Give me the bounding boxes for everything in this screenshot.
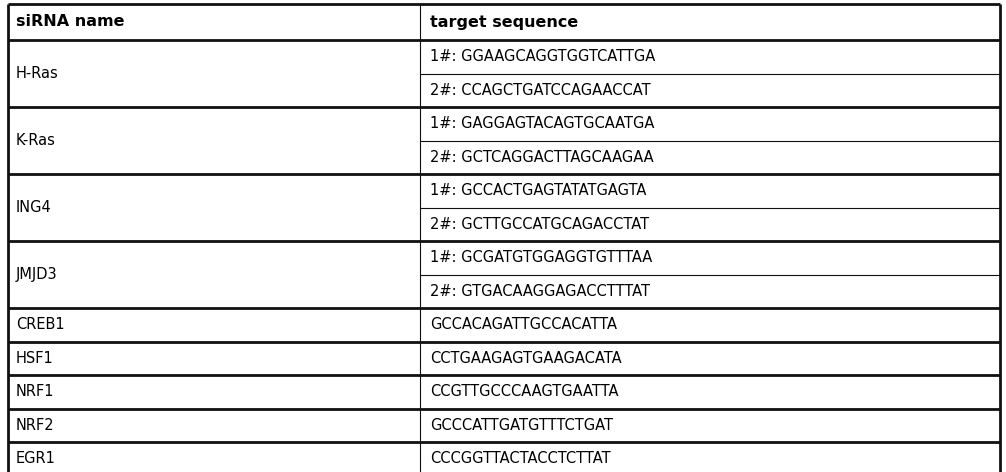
Text: 2#: GCTCAGGACTTAGCAAGAA: 2#: GCTCAGGACTTAGCAAGAA xyxy=(430,150,653,165)
Text: K-Ras: K-Ras xyxy=(16,133,56,148)
Text: CREB1: CREB1 xyxy=(16,317,64,332)
Text: CCGTTGCCCAAGTGAATTA: CCGTTGCCCAAGTGAATTA xyxy=(430,384,618,399)
Text: target sequence: target sequence xyxy=(430,15,577,29)
Text: GCCACAGATTGCCACATTA: GCCACAGATTGCCACATTA xyxy=(430,317,617,332)
Text: H-Ras: H-Ras xyxy=(16,66,58,81)
Text: GCCCATTGATGTTTCTGAT: GCCCATTGATGTTTCTGAT xyxy=(430,418,613,433)
Text: EGR1: EGR1 xyxy=(16,451,56,466)
Text: NRF2: NRF2 xyxy=(16,418,54,433)
Text: 1#: GCCACTGAGTATATGAGTA: 1#: GCCACTGAGTATATGAGTA xyxy=(430,183,646,198)
Text: siRNA name: siRNA name xyxy=(16,15,125,29)
Text: 1#: GGAAGCAGGTGGTCATTGA: 1#: GGAAGCAGGTGGTCATTGA xyxy=(430,49,655,64)
Text: JMJD3: JMJD3 xyxy=(16,267,57,282)
Text: 2#: CCAGCTGATCCAGAACCAT: 2#: CCAGCTGATCCAGAACCAT xyxy=(430,83,650,98)
Text: 2#: GCTTGCCATGCAGACCTAT: 2#: GCTTGCCATGCAGACCTAT xyxy=(430,217,649,232)
Text: ING4: ING4 xyxy=(16,200,51,215)
Text: CCCGGTTACTACCTCTTAT: CCCGGTTACTACCTCTTAT xyxy=(430,451,611,466)
Text: HSF1: HSF1 xyxy=(16,351,53,366)
Text: 1#: GAGGAGTACAGTGCAATGA: 1#: GAGGAGTACAGTGCAATGA xyxy=(430,116,654,131)
Text: CCTGAAGAGTGAAGACATA: CCTGAAGAGTGAAGACATA xyxy=(430,351,622,366)
Text: NRF1: NRF1 xyxy=(16,384,54,399)
Text: 2#: GTGACAAGGAGACCTTTAT: 2#: GTGACAAGGAGACCTTTAT xyxy=(430,284,650,299)
Text: 1#: GCGATGTGGAGGTGTTTAA: 1#: GCGATGTGGAGGTGTTTAA xyxy=(430,250,652,265)
